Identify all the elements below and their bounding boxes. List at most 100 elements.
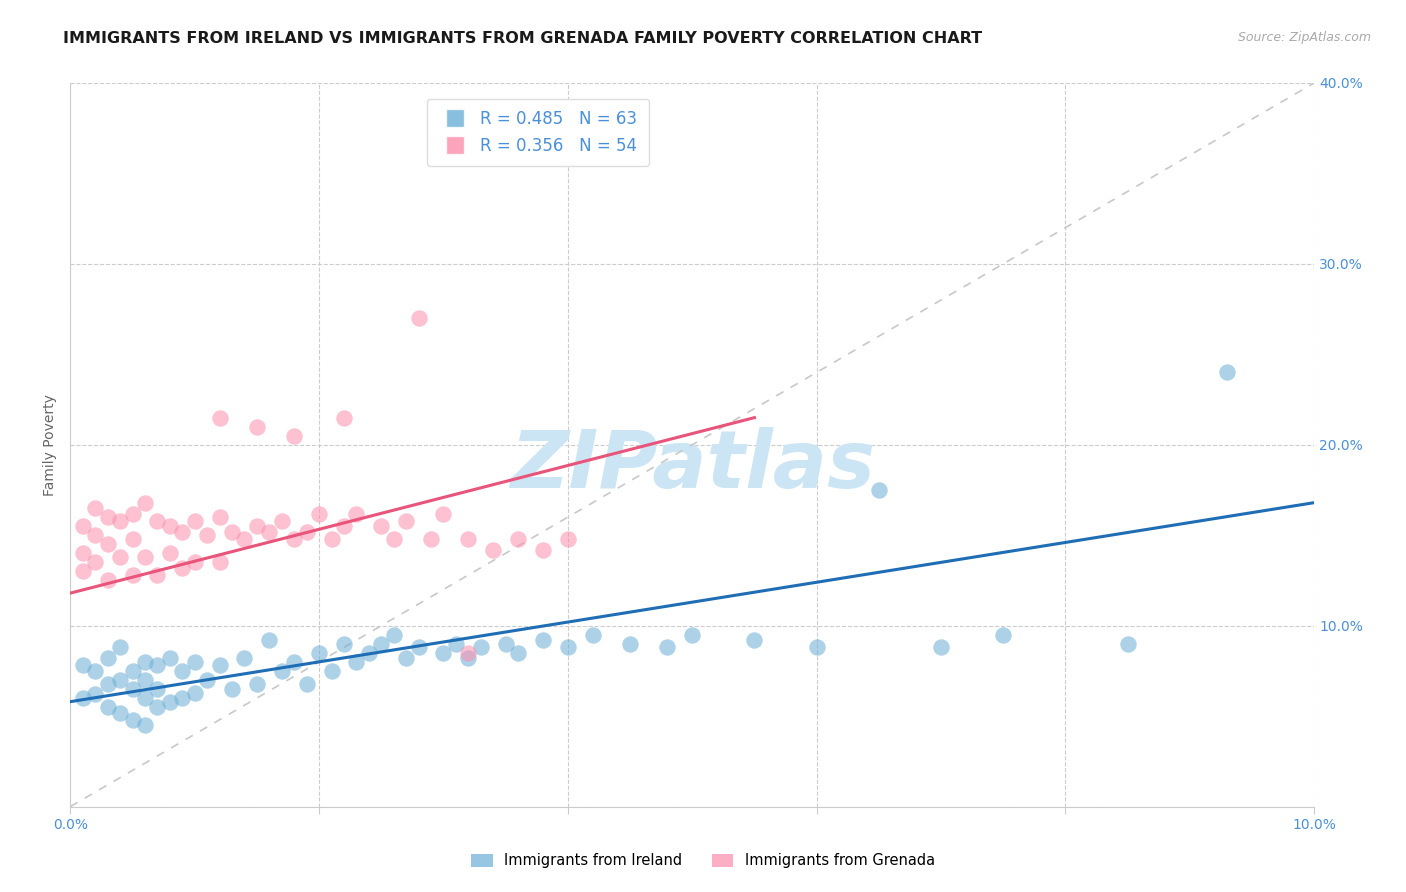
Point bbox=[382, 628, 405, 642]
Point bbox=[333, 519, 356, 533]
Point bbox=[432, 507, 454, 521]
Point bbox=[233, 532, 256, 546]
Point bbox=[557, 532, 579, 546]
Point bbox=[97, 651, 120, 665]
Point bbox=[333, 637, 356, 651]
Point bbox=[681, 628, 703, 642]
Point bbox=[72, 658, 94, 673]
Point bbox=[270, 514, 292, 528]
Legend: R = 0.485   N = 63, R = 0.356   N = 54: R = 0.485 N = 63, R = 0.356 N = 54 bbox=[427, 98, 650, 166]
Point bbox=[344, 507, 367, 521]
Point bbox=[121, 507, 143, 521]
Point bbox=[121, 681, 143, 696]
Point bbox=[195, 528, 218, 542]
Point bbox=[97, 700, 120, 714]
Point bbox=[172, 691, 194, 706]
Point bbox=[432, 646, 454, 660]
Point bbox=[146, 514, 169, 528]
Point bbox=[395, 514, 418, 528]
Point bbox=[208, 410, 231, 425]
Point bbox=[295, 676, 318, 690]
Point bbox=[97, 510, 120, 524]
Point bbox=[121, 532, 143, 546]
Point bbox=[408, 311, 430, 326]
Text: ZIPatlas: ZIPatlas bbox=[510, 427, 875, 506]
Point bbox=[444, 637, 467, 651]
Point bbox=[657, 640, 679, 655]
Point bbox=[221, 681, 243, 696]
Point bbox=[246, 519, 269, 533]
Point bbox=[408, 640, 430, 655]
Point bbox=[370, 637, 392, 651]
Point bbox=[159, 651, 181, 665]
Point bbox=[108, 640, 131, 655]
Point bbox=[72, 691, 94, 706]
Point bbox=[134, 496, 156, 510]
Point bbox=[208, 510, 231, 524]
Point bbox=[482, 542, 505, 557]
Point bbox=[72, 565, 94, 579]
Point bbox=[457, 651, 479, 665]
Point bbox=[506, 646, 529, 660]
Point bbox=[531, 542, 554, 557]
Point bbox=[72, 546, 94, 560]
Point bbox=[619, 637, 641, 651]
Point bbox=[295, 524, 318, 539]
Point bbox=[344, 655, 367, 669]
Point bbox=[868, 483, 890, 497]
Point bbox=[382, 532, 405, 546]
Point bbox=[84, 664, 107, 678]
Point bbox=[159, 695, 181, 709]
Point bbox=[283, 428, 305, 442]
Legend: Immigrants from Ireland, Immigrants from Grenada: Immigrants from Ireland, Immigrants from… bbox=[465, 847, 941, 874]
Point bbox=[531, 633, 554, 648]
Point bbox=[506, 532, 529, 546]
Point bbox=[321, 664, 343, 678]
Point bbox=[993, 628, 1015, 642]
Point bbox=[470, 640, 492, 655]
Text: IMMIGRANTS FROM IRELAND VS IMMIGRANTS FROM GRENADA FAMILY POVERTY CORRELATION CH: IMMIGRANTS FROM IRELAND VS IMMIGRANTS FR… bbox=[63, 31, 983, 46]
Point bbox=[108, 549, 131, 564]
Point bbox=[1116, 637, 1139, 651]
Point bbox=[457, 646, 479, 660]
Point bbox=[259, 524, 281, 539]
Point bbox=[84, 688, 107, 702]
Point bbox=[159, 546, 181, 560]
Point bbox=[246, 676, 269, 690]
Point bbox=[108, 673, 131, 687]
Point bbox=[195, 673, 218, 687]
Text: Source: ZipAtlas.com: Source: ZipAtlas.com bbox=[1237, 31, 1371, 45]
Point bbox=[146, 681, 169, 696]
Point bbox=[321, 532, 343, 546]
Point bbox=[208, 555, 231, 569]
Point bbox=[744, 633, 766, 648]
Point bbox=[84, 555, 107, 569]
Point bbox=[146, 658, 169, 673]
Point bbox=[159, 519, 181, 533]
Point bbox=[208, 658, 231, 673]
Point bbox=[420, 532, 443, 546]
Point bbox=[121, 568, 143, 582]
Point bbox=[134, 691, 156, 706]
Point bbox=[806, 640, 828, 655]
Point bbox=[121, 664, 143, 678]
Point bbox=[370, 519, 392, 533]
Point bbox=[97, 574, 120, 588]
Point bbox=[108, 514, 131, 528]
Point bbox=[308, 646, 330, 660]
Point bbox=[72, 519, 94, 533]
Point bbox=[134, 718, 156, 732]
Point bbox=[283, 532, 305, 546]
Point bbox=[97, 676, 120, 690]
Point bbox=[172, 561, 194, 575]
Point bbox=[1216, 365, 1239, 379]
Y-axis label: Family Poverty: Family Poverty bbox=[44, 394, 58, 496]
Point bbox=[233, 651, 256, 665]
Point bbox=[183, 655, 205, 669]
Point bbox=[84, 528, 107, 542]
Point bbox=[395, 651, 418, 665]
Point bbox=[929, 640, 952, 655]
Point bbox=[172, 524, 194, 539]
Point bbox=[146, 568, 169, 582]
Point bbox=[97, 537, 120, 551]
